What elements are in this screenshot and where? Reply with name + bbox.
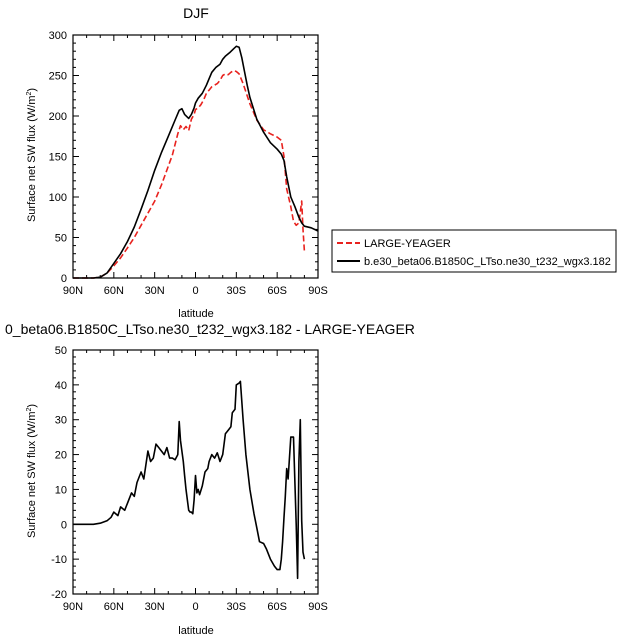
top-xtick-label: 90N — [63, 285, 83, 297]
bottom-xtick-label: 30N — [145, 601, 165, 613]
bottom-ylabel: Surface net SW flux (W/m2) — [26, 404, 38, 538]
top-ytick-label: 150 — [49, 152, 67, 164]
top-ytick-label: 0 — [61, 273, 67, 285]
top-xlabel: latitude — [178, 308, 213, 320]
top-ytick-label: 250 — [49, 71, 67, 83]
top-xtick-label: 0 — [192, 285, 198, 297]
bottom-panel: 0_beta06.B1850C_LTso.ne30_t232_wgx3.182 … — [5, 321, 415, 637]
bottom-xtick-label: 30S — [227, 601, 247, 613]
bottom-title: 0_beta06.B1850C_LTso.ne30_t232_wgx3.182 … — [5, 321, 415, 337]
top-panel: DJF latitude Surface net SW flux (W/m2) … — [26, 5, 328, 320]
bottom-xtick-label: 90S — [308, 601, 328, 613]
bottom-xtick-label: 60N — [104, 601, 124, 613]
top-ytick-label: 300 — [49, 30, 67, 42]
bottom-ytick-label: 40 — [55, 380, 67, 392]
top-plot-frame — [72, 34, 319, 279]
top-series-line-1 — [73, 45, 319, 279]
bottom-xlabel: latitude — [178, 625, 213, 637]
bottom-plot-frame — [72, 349, 319, 595]
bottom-ytick-label: 10 — [55, 484, 67, 496]
bottom-series-line-0 — [73, 380, 306, 580]
top-ytick-label: 100 — [49, 192, 67, 204]
top-xtick-label: 30S — [227, 285, 247, 297]
bottom-xtick-label: 0 — [192, 601, 198, 613]
top-xtick-label: 60S — [267, 285, 287, 297]
legend-label-large-yeager: LARGE-YEAGER — [364, 238, 451, 250]
top-series-line-0 — [73, 69, 306, 279]
legend: LARGE-YEAGER b.e30_beta06.B1850C_LTso.ne… — [331, 229, 617, 273]
top-xtick-label: 90S — [308, 285, 328, 297]
bottom-ytick-label: -20 — [51, 589, 67, 601]
bottom-ytick-label: 0 — [61, 519, 67, 531]
top-title: DJF — [183, 5, 209, 21]
bottom-ytick-label: 20 — [55, 450, 67, 462]
top-xtick-label: 30N — [145, 285, 165, 297]
top-ylabel: Surface net SW flux (W/m2) — [26, 88, 38, 222]
bottom-ytick-label: -10 — [51, 554, 67, 566]
legend-box — [331, 229, 617, 273]
top-ytick-label: 200 — [49, 111, 67, 123]
bottom-ytick-label: 50 — [55, 345, 67, 357]
legend-label-model: b.e30_beta06.B1850C_LTso.ne30_t232_wgx3.… — [364, 256, 611, 268]
bottom-ytick-label: 30 — [55, 415, 67, 427]
bottom-xtick-label: 90N — [63, 601, 83, 613]
bottom-xtick-label: 60S — [267, 601, 287, 613]
top-xtick-label: 60N — [104, 285, 124, 297]
top-ytick-label: 50 — [55, 233, 67, 245]
